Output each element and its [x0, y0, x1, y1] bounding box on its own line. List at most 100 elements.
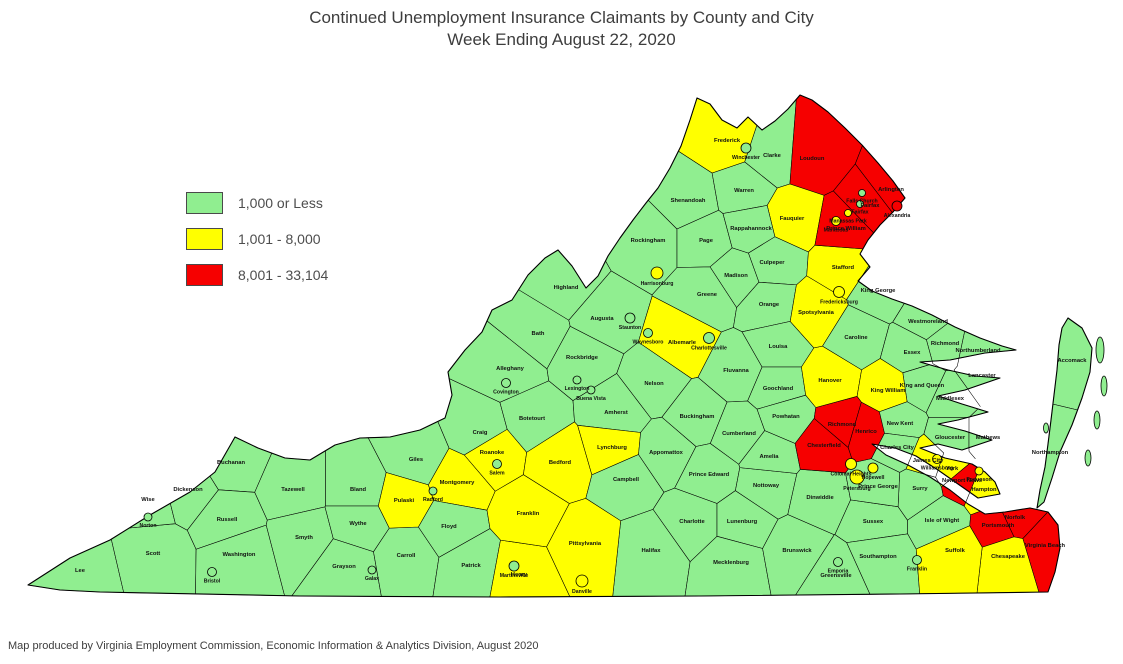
label-grayson: Grayson	[332, 564, 356, 570]
label-wythe: Wythe	[349, 521, 367, 527]
label-stafford: Stafford	[832, 265, 855, 271]
map-title-line2: Week Ending August 22, 2020	[447, 29, 676, 49]
label-fauquier: Fauquier	[780, 216, 805, 222]
label-prince-george: Prince George	[858, 484, 898, 490]
label-wise: Wise	[141, 497, 155, 503]
island	[1095, 336, 1105, 364]
label-virginia-beach: Virginia Beach	[1025, 543, 1066, 549]
label-james-city: James City	[913, 458, 944, 464]
label-henry: Henry	[511, 572, 528, 578]
label-cumberland: Cumberland	[722, 431, 756, 437]
label-portsmouth: Portsmouth	[982, 523, 1015, 529]
legend-swatch-green	[186, 191, 223, 214]
label-roanoke: Roanoke	[480, 450, 505, 456]
label-powhatan: Powhatan	[772, 414, 800, 420]
label-mathews: Mathews	[976, 435, 1000, 441]
label-goochland: Goochland	[763, 386, 794, 392]
label-augusta: Augusta	[590, 316, 614, 322]
label-king-george: King George	[861, 288, 897, 294]
label-westmoreland: Westmoreland	[908, 319, 948, 325]
label-orange: Orange	[759, 302, 780, 308]
label-fairfax: Fairfax	[860, 203, 880, 209]
label-sussex: Sussex	[863, 519, 884, 525]
label-martinsville: Martinsville	[500, 573, 529, 579]
label-albemarle: Albemarle	[668, 340, 697, 346]
label-harrisonburg: Harrisonburg	[641, 281, 674, 287]
region-accomack	[1052, 317, 1093, 411]
label-poquoson: Poquoson	[966, 477, 991, 483]
city-markers	[143, 142, 984, 588]
label-montgomery: Montgomery	[440, 480, 476, 486]
label-arlington: Arlington	[878, 187, 904, 193]
label-danville: Danville	[572, 589, 592, 595]
city-radford	[428, 486, 438, 496]
label-spotsylvania: Spotsylvania	[798, 310, 835, 316]
label-radford: Radford	[423, 497, 443, 503]
map-title-line1: Continued Unemployment Insurance Claiman…	[309, 8, 814, 27]
island	[1100, 375, 1108, 397]
city-petersburg	[849, 469, 865, 485]
label-alexandria: Alexandria	[884, 213, 911, 219]
label-frederick: Frederick	[714, 138, 741, 144]
city-falls-church	[858, 189, 866, 197]
label-franklin: Franklin	[907, 567, 927, 573]
label-craig: Craig	[473, 430, 488, 436]
label-bath: Bath	[532, 331, 545, 337]
label-campbell: Campbell	[613, 477, 639, 483]
label-salem: Salem	[489, 471, 505, 477]
city-covington	[501, 378, 511, 388]
label-middlesex: Middlesex	[936, 396, 965, 402]
city-charlottesville	[703, 332, 715, 344]
label-waynesboro: Waynesboro	[633, 340, 664, 346]
label-southampton: Southampton	[859, 554, 897, 560]
label-warren: Warren	[734, 188, 754, 194]
label-dinwiddie: Dinwiddie	[806, 495, 834, 501]
label-lynchburg: Lynchburg	[597, 445, 627, 451]
label-appomattox: Appomattox	[649, 450, 684, 456]
label-lunenburg: Lunenburg	[727, 519, 758, 525]
label-caroline: Caroline	[844, 335, 868, 341]
map-credit: Map produced by Virginia Employment Comm…	[8, 640, 539, 652]
region-northampton	[1036, 403, 1078, 509]
label-patrick: Patrick	[461, 563, 481, 569]
label-carroll: Carroll	[397, 553, 416, 559]
label-richmond: Richmond	[828, 422, 857, 428]
state-border-eastern-shore	[1036, 317, 1093, 509]
label-amelia: Amelia	[759, 454, 779, 460]
city-alexandria	[891, 200, 903, 212]
city-franklin	[912, 555, 922, 565]
label-dickenson: Dickenson	[173, 487, 203, 493]
label-rockingham: Rockingham	[631, 238, 666, 244]
city-waynesboro	[643, 328, 653, 338]
city-danville	[575, 574, 589, 588]
label-pulaski: Pulaski	[394, 498, 415, 504]
label-chesapeake: Chesapeake	[991, 554, 1026, 560]
label-buena-vista: Buena Vista	[576, 396, 606, 402]
label-emporia: Emporia	[828, 569, 849, 575]
city-fredericksburg	[833, 286, 845, 298]
map-title: Continued Unemployment Insurance Claiman…	[0, 7, 1123, 51]
label-king-william: King William	[871, 388, 906, 394]
label-isle-of-wight: Isle of Wight	[925, 518, 959, 524]
legend-swatch-yellow	[186, 227, 223, 250]
label-surry: Surry	[912, 486, 928, 492]
city-lexington	[572, 375, 582, 385]
label-norton: Norton	[140, 523, 157, 529]
legend-label-green: 1,000 or Less	[238, 194, 323, 211]
label-nelson: Nelson	[644, 381, 664, 387]
label-prince-edward: Prince Edward	[689, 472, 730, 478]
label-fredericksburg: Fredericksburg	[820, 300, 858, 306]
label-mecklenburg: Mecklenburg	[713, 560, 749, 566]
label-galax: Galax	[365, 576, 379, 582]
city-galax	[367, 565, 377, 575]
region-scott	[111, 523, 197, 595]
label-charlottesville: Charlottesville	[691, 346, 727, 352]
label-washington: Washington	[223, 552, 256, 558]
label-floyd: Floyd	[441, 524, 457, 530]
label-hopewell: Hopewell	[862, 475, 885, 481]
label-rappahannock: Rappahannock	[730, 226, 772, 232]
legend-row-yellow: 1,001 - 8,000	[186, 227, 328, 250]
label-colonial-heights: Colonial Heights	[831, 472, 872, 478]
